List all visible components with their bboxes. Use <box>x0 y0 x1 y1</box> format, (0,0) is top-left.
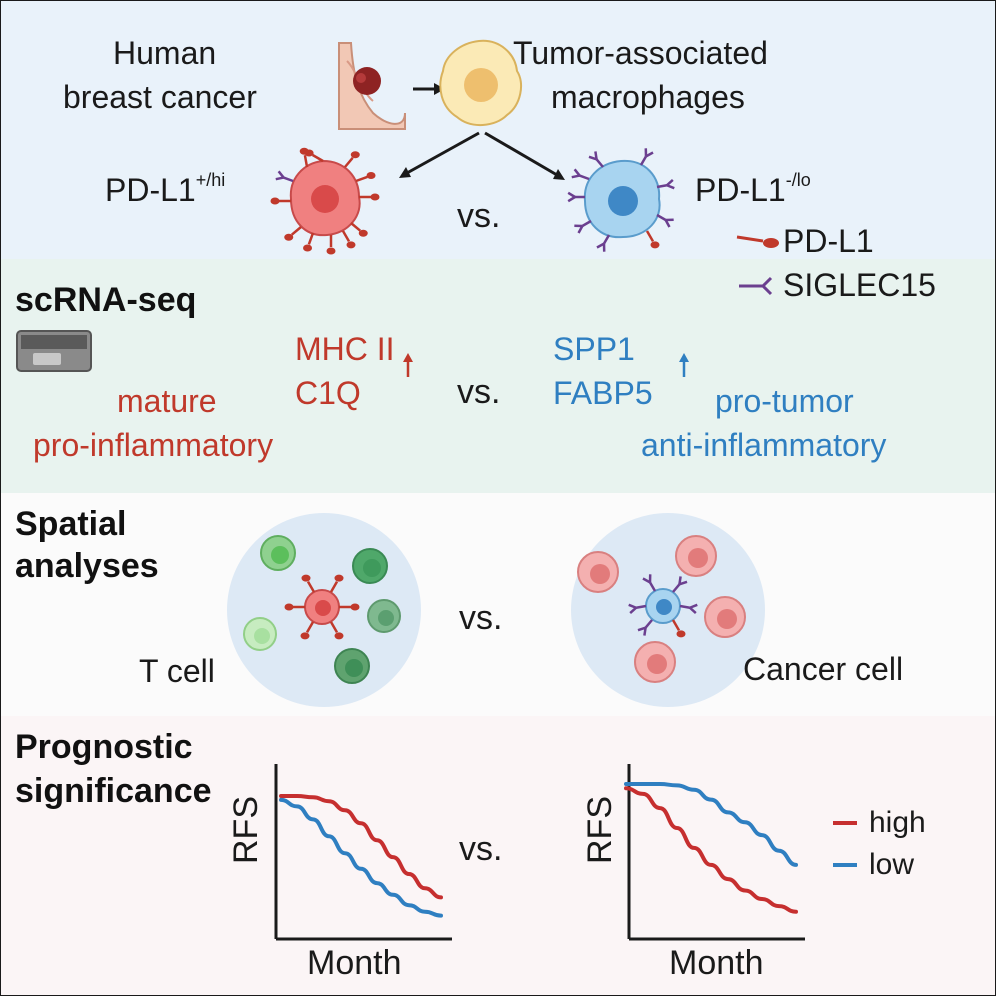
legend-low-label: low <box>869 848 915 881</box>
chart1-high-curve <box>279 794 443 900</box>
overview-illustration <box>270 39 675 255</box>
chart2-ylabel: RFS <box>581 796 619 864</box>
spatial-heading-line1: Spatial <box>15 505 127 543</box>
siglec15-legend-label: SIGLEC15 <box>783 267 936 303</box>
pdl1-low-macrophage-icon <box>567 148 675 252</box>
lo-gene-spp1: SPP1 <box>553 331 635 367</box>
hi-state-proinflammatory: pro-inflammatory <box>33 427 274 463</box>
chart2-low-curve <box>624 782 798 867</box>
sequencer-icon <box>16 330 92 372</box>
scrna-panel: scRNA-seq MHC II C1Q mature pro-inflamma… <box>1 259 995 493</box>
scrna-heading: scRNA-seq <box>15 281 197 319</box>
chart1-low-curve <box>279 797 443 918</box>
vs-label: vs. <box>459 830 503 868</box>
source-label-line1: Human <box>113 35 217 71</box>
hi-state-mature: mature <box>117 383 217 419</box>
tam-label-line2: macrophages <box>551 79 745 115</box>
pdl1-low-label: PD-L1-/lo <box>695 170 811 208</box>
chart2-high-curve <box>624 786 798 914</box>
pdl1-high-macrophage-small-icon <box>284 574 360 640</box>
tam-label-line1: Tumor-associated <box>513 35 768 71</box>
t-cell-label: T cell <box>139 653 215 689</box>
cancer-cell-icons <box>577 535 746 683</box>
vs-label: vs. <box>459 599 503 637</box>
vs-label: vs. <box>457 373 501 411</box>
legend-high-label: high <box>869 806 926 839</box>
spatial-illustration <box>227 513 765 707</box>
pdl1-high-label: PD-L1+/hi <box>105 170 226 208</box>
macrophage-icon <box>439 39 523 126</box>
chart1-ylabel: RFS <box>227 796 265 864</box>
prognostic-heading-line2: significance <box>15 772 212 810</box>
pdl1-low-macrophage-small-icon <box>628 574 698 638</box>
cancer-cell-label: Cancer cell <box>743 651 904 687</box>
pdl1-high-macrophage-icon <box>270 147 380 255</box>
spatial-panel: Spatial analyses T cell vs. Cancer cell <box>1 493 995 716</box>
lo-state-protumor: pro-tumor <box>715 383 854 419</box>
prognostic-heading-line1: Prognostic <box>15 728 193 766</box>
hi-gene-mhc2: MHC II <box>295 331 395 367</box>
t-cell-icons <box>243 535 401 684</box>
spatial-heading-line2: analyses <box>15 547 159 585</box>
arrow-to-pdl1-lo <box>484 131 558 177</box>
scrna-illustration <box>16 330 689 377</box>
pdl1-legend-label: PD-L1 <box>783 223 874 259</box>
arrow-to-pdl1-hi <box>406 131 480 175</box>
source-label-line2: breast cancer <box>63 79 257 115</box>
lo-state-antiinflammatory: anti-inflammatory <box>641 427 887 463</box>
lo-gene-fabp5: FABP5 <box>553 375 653 411</box>
prognostic-panel: Prognostic significance RFS Month vs. RF… <box>1 716 995 995</box>
overview-panel: Human breast cancer Tumor-associated mac… <box>1 1 995 259</box>
breast-illustration <box>338 42 406 130</box>
survival-charts <box>274 764 857 941</box>
chart1-xlabel: Month <box>307 944 402 982</box>
chart2-xlabel: Month <box>669 944 764 982</box>
hi-gene-c1q: C1Q <box>295 375 361 411</box>
vs-label: vs. <box>457 197 501 235</box>
